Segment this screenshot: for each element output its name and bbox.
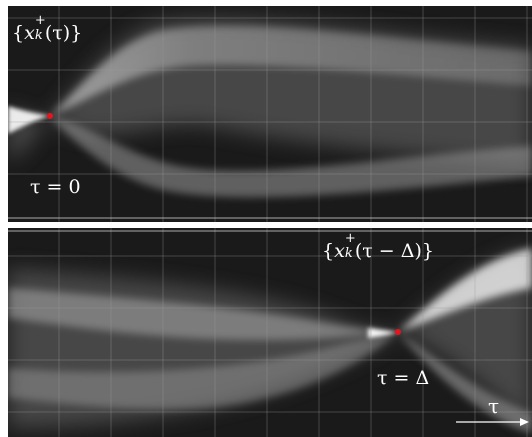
- time-axis-arrow: [456, 418, 529, 426]
- bottom-oscillogram-panel: {x + k (τ − Δ)} τ = Δ τ: [8, 228, 532, 437]
- bottom-oscillogram-trace: [8, 228, 532, 437]
- bottom-time-equation: τ = Δ: [377, 367, 430, 389]
- time-axis-label: τ: [488, 394, 500, 418]
- top-oscillogram-panel: {x + k (τ)} τ = 0: [8, 6, 532, 222]
- top-oscillogram-trace: [8, 6, 532, 222]
- bottom-sync-point-marker: [395, 329, 401, 335]
- bottom-set-label: {x + k (τ − Δ)}: [322, 231, 434, 262]
- top-time-equation: τ = 0: [30, 176, 81, 198]
- top-set-label: {x + k (τ)}: [12, 13, 83, 44]
- top-sync-point-marker: [47, 113, 53, 119]
